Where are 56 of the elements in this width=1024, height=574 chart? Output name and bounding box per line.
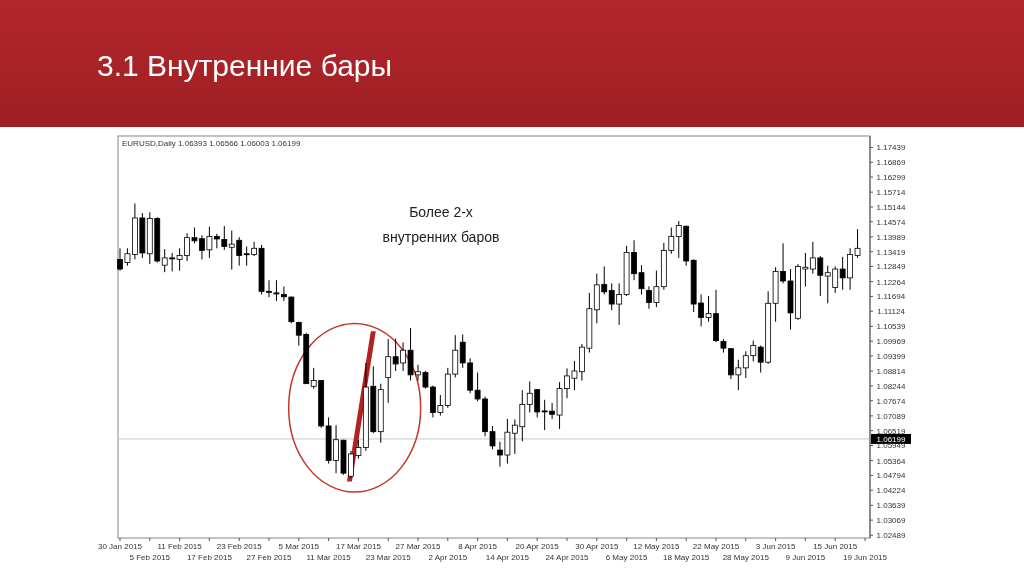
x-tick-label: 17 Feb 2015 xyxy=(186,553,233,562)
y-tick-label: 1.12849 xyxy=(876,262,907,272)
x-tick-label: 11 Mar 2015 xyxy=(306,553,352,562)
y-tick-label: 1.08244 xyxy=(876,381,907,391)
y-tick-label: 1.04794 xyxy=(876,471,907,481)
x-tick-label: 5 Feb 2015 xyxy=(129,553,171,562)
y-tick-label: 1.07089 xyxy=(876,411,907,421)
x-tick-label: 3 Jun 2015 xyxy=(755,542,796,551)
x-tick-label: 23 Feb 2015 xyxy=(216,542,263,551)
y-tick-label: 1.04224 xyxy=(876,486,907,496)
x-tick-label: 15 Jun 2015 xyxy=(813,542,858,551)
x-tick-label: 19 Jun 2015 xyxy=(842,553,888,562)
x-tick-label: 14 Apr 2015 xyxy=(485,553,530,562)
annotation: EURUSD,Daily 1.06393 1.06566 1.06003 1.06199 xyxy=(122,139,301,148)
y-tick-label: 1.13419 xyxy=(876,247,907,257)
x-tick-label: 11 Feb 2015 xyxy=(157,542,203,551)
x-tick-label: 27 Feb 2015 xyxy=(246,553,293,562)
y-tick-label: 1.11124 xyxy=(877,307,906,317)
candlestick xyxy=(385,338,392,404)
y-tick-label: 1.09969 xyxy=(876,337,907,347)
chart-title: 3.1 Внутренние бары xyxy=(97,49,393,82)
y-tick-label: 1.03639 xyxy=(876,501,907,511)
y-tick-label: 1.12264 xyxy=(876,277,907,287)
y-tick-label: 1.07674 xyxy=(876,396,907,406)
x-tick-label: 30 Apr 2015 xyxy=(575,542,619,551)
y-tick-label: 1.17439 xyxy=(876,143,907,153)
x-tick-label: 6 May 2015 xyxy=(605,553,649,562)
y-tick-label: 1.15144 xyxy=(876,202,907,212)
y-tick-label: 1.08814 xyxy=(876,367,907,377)
x-tick-label: 30 Jan 2015 xyxy=(97,542,143,551)
x-tick-label: 17 Mar 2015 xyxy=(335,542,382,551)
y-tick-label: 1.02489 xyxy=(876,531,907,541)
y-tick-label: 1.10539 xyxy=(876,322,907,332)
y-tick-label: 1.16299 xyxy=(876,173,907,182)
x-tick-label: 8 Apr 2015 xyxy=(458,542,498,551)
x-tick-label: 20 Apr 2015 xyxy=(515,542,560,551)
x-tick-label: 27 Mar 2015 xyxy=(395,542,442,551)
y-tick-label: 1.15714 xyxy=(876,188,907,198)
y-tick-label: 1.11694 xyxy=(876,292,906,302)
x-tick-label: 22 May 2015 xyxy=(692,542,740,551)
y-tick-label: 1.06519 xyxy=(876,426,907,436)
y-tick-label: 1.05364 xyxy=(876,456,907,466)
x-tick-label: 5 Mar 2015 xyxy=(278,542,320,551)
x-tick-label: 18 May 2015 xyxy=(663,553,710,562)
y-tick-label: 1.13989 xyxy=(876,232,907,242)
x-tick-label: 2 Apr 2015 xyxy=(428,553,468,562)
y-tick-label: 1.09399 xyxy=(876,351,907,361)
annotation: Более 2-х внутренних баров xyxy=(382,204,500,245)
x-tick-label: 24 Apr 2015 xyxy=(545,553,590,562)
x-tick-label: 28 May 2015 xyxy=(722,553,770,562)
y-tick-label: 1.03069 xyxy=(876,516,907,526)
y-tick-label: 1.16869 xyxy=(876,158,907,168)
y-tick-label: 1.14574 xyxy=(876,217,907,227)
x-tick-label: 9 Jun 2015 xyxy=(785,553,826,562)
x-tick-label: 12 May 2015 xyxy=(633,542,681,551)
x-tick-label: 23 Mar 2015 xyxy=(365,553,412,562)
